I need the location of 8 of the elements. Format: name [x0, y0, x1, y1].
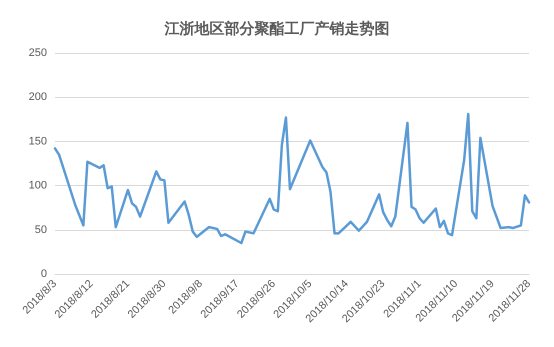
y-tick-label: 50 — [34, 224, 47, 236]
y-tick-label: 0 — [40, 268, 47, 280]
chart-title: 江浙地区部分聚酯工厂产销走势图 — [164, 20, 390, 38]
y-tick-label: 200 — [28, 91, 47, 104]
y-tick-label: 250 — [28, 47, 47, 59]
line-series — [54, 112, 530, 244]
y-tick-label: 150 — [28, 135, 47, 148]
y-tick-label: 100 — [28, 180, 47, 192]
